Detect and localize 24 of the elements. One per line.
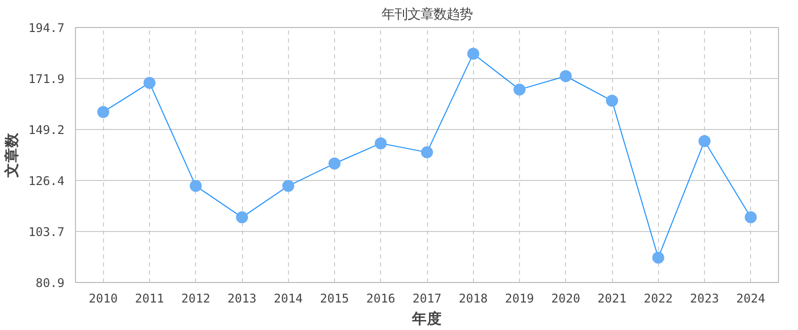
x-tick-label: 2015 [320, 292, 349, 306]
y-tick-label: 149.2 [28, 122, 64, 137]
y-tick-label: 171.9 [28, 72, 64, 86]
x-tick-label: 2011 [135, 292, 164, 306]
y-tick-label: 194.7 [28, 21, 64, 35]
x-axis-title: 年度 [411, 310, 442, 328]
y-tick-label: 103.7 [28, 224, 64, 239]
x-tick-label: 2022 [644, 292, 673, 306]
chart-title: 年刊文章数趋势 [382, 8, 472, 22]
x-tick-label: 2019 [505, 292, 534, 306]
x-tick-label: 2012 [181, 292, 210, 306]
x-tick-label: 2018 [458, 292, 488, 306]
x-tick-label: 2017 [412, 292, 442, 306]
x-tick-label: 2021 [598, 292, 626, 306]
x-tick-label: 2014 [274, 292, 303, 306]
y-tick-label: 126.4 [28, 174, 64, 188]
y-tick-label: 80.9 [36, 276, 65, 290]
x-tick-label: 2020 [551, 292, 580, 306]
y-axis-title: 文章数 [2, 132, 20, 178]
x-tick-label: 2013 [228, 292, 256, 306]
x-tick-label: 2024 [736, 292, 766, 306]
x-tick-label: 2010 [88, 292, 118, 306]
x-tick-label: 2016 [366, 292, 396, 306]
x-tick-label: 2023 [690, 292, 719, 306]
